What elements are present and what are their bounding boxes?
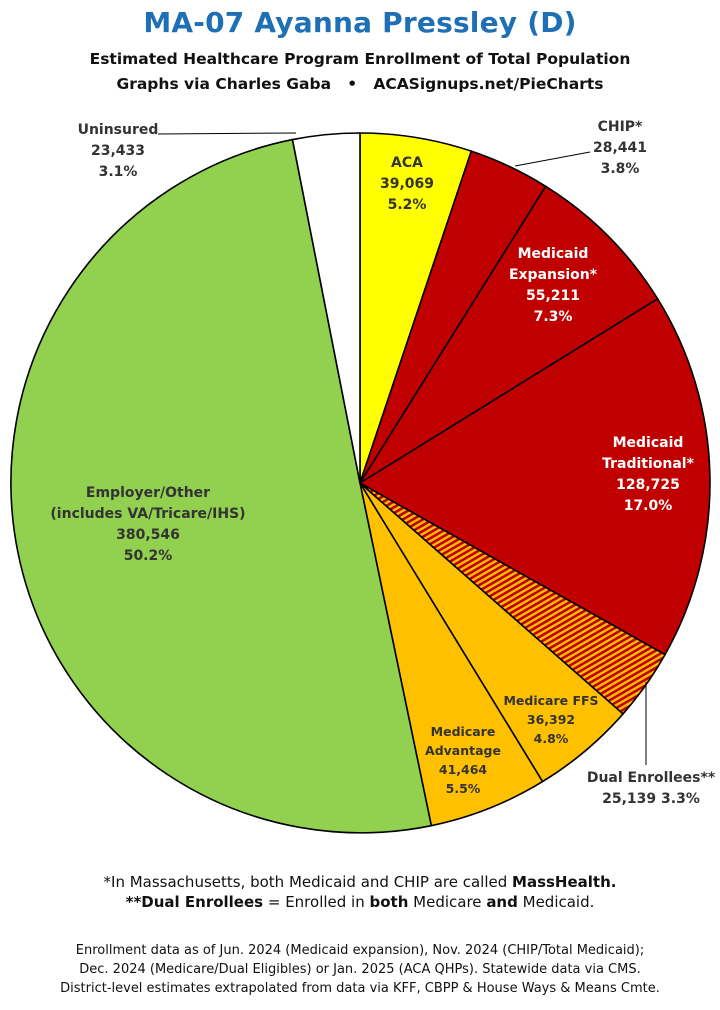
slice-uninsured — [291, 132, 361, 484]
label-chip-line-0: CHIP* — [598, 119, 643, 135]
chart-subtitle: Estimated Healthcare Program Enrollment … — [89, 50, 631, 68]
label-medicare-advantage-line-3: 5.5% — [446, 781, 481, 796]
label-chip-line-1: 28,441 — [593, 140, 647, 156]
label-medicare-advantage-line-0: Medicare — [431, 724, 496, 739]
label-medicaid-traditional-line-0: Medicaid — [613, 435, 684, 451]
source-line-1: Enrollment data as of Jun. 2024 (Medicai… — [75, 943, 645, 958]
label-uninsured: Uninsured 23,433 3.1% — [78, 122, 159, 180]
leader-chip — [514, 151, 591, 167]
label-medicaid-traditional: Medicaid Traditional* 128,725 17.0% — [602, 435, 695, 514]
label-aca-line-1: 39,069 — [380, 176, 434, 192]
label-uninsured-line-2: 3.1% — [99, 164, 138, 180]
label-medicare-advantage-line-2: 41,464 — [439, 762, 488, 777]
pie-chart: ACA 39,069 5.2% CHIP* 28,441 3.8% Medicaid Expa… — [10, 119, 716, 834]
pie-slices — [10, 132, 711, 834]
label-medicaid-traditional-line-1: Traditional* — [602, 456, 695, 472]
label-employer-other-line-0: Employer/Other — [86, 485, 210, 501]
label-medicaid-expansion-line-1: Expansion* — [509, 267, 598, 283]
chart-title: MA-07 Ayanna Pressley (D) — [143, 6, 577, 39]
label-medicaid-expansion-line-2: 55,211 — [526, 288, 580, 304]
footnote-dual-enrollees: **Dual Enrollees = Enrolled in both Medi… — [125, 893, 595, 911]
label-uninsured-line-0: Uninsured — [78, 122, 159, 138]
label-medicaid-expansion-line-0: Medicaid — [518, 246, 589, 262]
slice-medicaid-expansion — [359, 185, 659, 484]
label-medicare-advantage: Medicare Advantage 41,464 5.5% — [425, 724, 501, 796]
source-line-3: District-level estimates extrapolated fr… — [60, 981, 660, 996]
label-dual-enrollees: Dual Enrollees** 25,139 3.3% — [587, 770, 716, 807]
label-chip-line-2: 3.8% — [601, 161, 640, 177]
label-employer-other: Employer/Other (includes VA/Tricare/IHS) 3… — [50, 485, 245, 564]
leader-uninsured — [157, 132, 297, 135]
footnote-masshealth: *In Massachusetts, both Medicaid and CHI… — [103, 873, 617, 891]
label-dual-enrollees-line-1: 25,139 3.3% — [602, 791, 700, 807]
label-medicare-ffs-line-0: Medicare FFS — [503, 693, 598, 708]
slice-labels: ACA 39,069 5.2% CHIP* 28,441 3.8% Medicaid Expa… — [50, 119, 715, 807]
label-employer-other-line-2: 380,546 — [116, 527, 180, 543]
slice-medicaid-traditional — [359, 298, 711, 656]
leader-lines — [157, 132, 647, 765]
label-medicare-ffs-line-1: 36,392 — [527, 712, 575, 727]
label-medicare-ffs-line-2: 4.8% — [534, 731, 569, 746]
label-medicaid-traditional-line-3: 17.0% — [624, 498, 673, 514]
label-dual-enrollees-line-0: Dual Enrollees** — [587, 770, 716, 786]
label-employer-other-line-1: (includes VA/Tricare/IHS) — [50, 506, 245, 522]
label-medicaid-expansion-line-3: 7.3% — [534, 309, 573, 325]
label-uninsured-line-1: 23,433 — [91, 143, 145, 159]
label-aca-line-0: ACA — [391, 155, 423, 171]
source-line-2: Dec. 2024 (Medicare/Dual Eligibles) or J… — [79, 962, 641, 977]
label-medicare-ffs: Medicare FFS 36,392 4.8% — [503, 693, 598, 746]
label-medicare-advantage-line-1: Advantage — [425, 743, 501, 758]
label-medicaid-expansion: Medicaid Expansion* 55,211 7.3% — [509, 246, 598, 325]
chart-credit: Graphs via Charles Gaba • ACASignups.net… — [116, 75, 604, 93]
label-medicaid-traditional-line-2: 128,725 — [616, 477, 680, 493]
label-employer-other-line-3: 50.2% — [124, 548, 173, 564]
label-aca: ACA 39,069 5.2% — [380, 155, 434, 213]
label-aca-line-2: 5.2% — [388, 197, 427, 213]
label-chip: CHIP* 28,441 3.8% — [593, 119, 647, 177]
